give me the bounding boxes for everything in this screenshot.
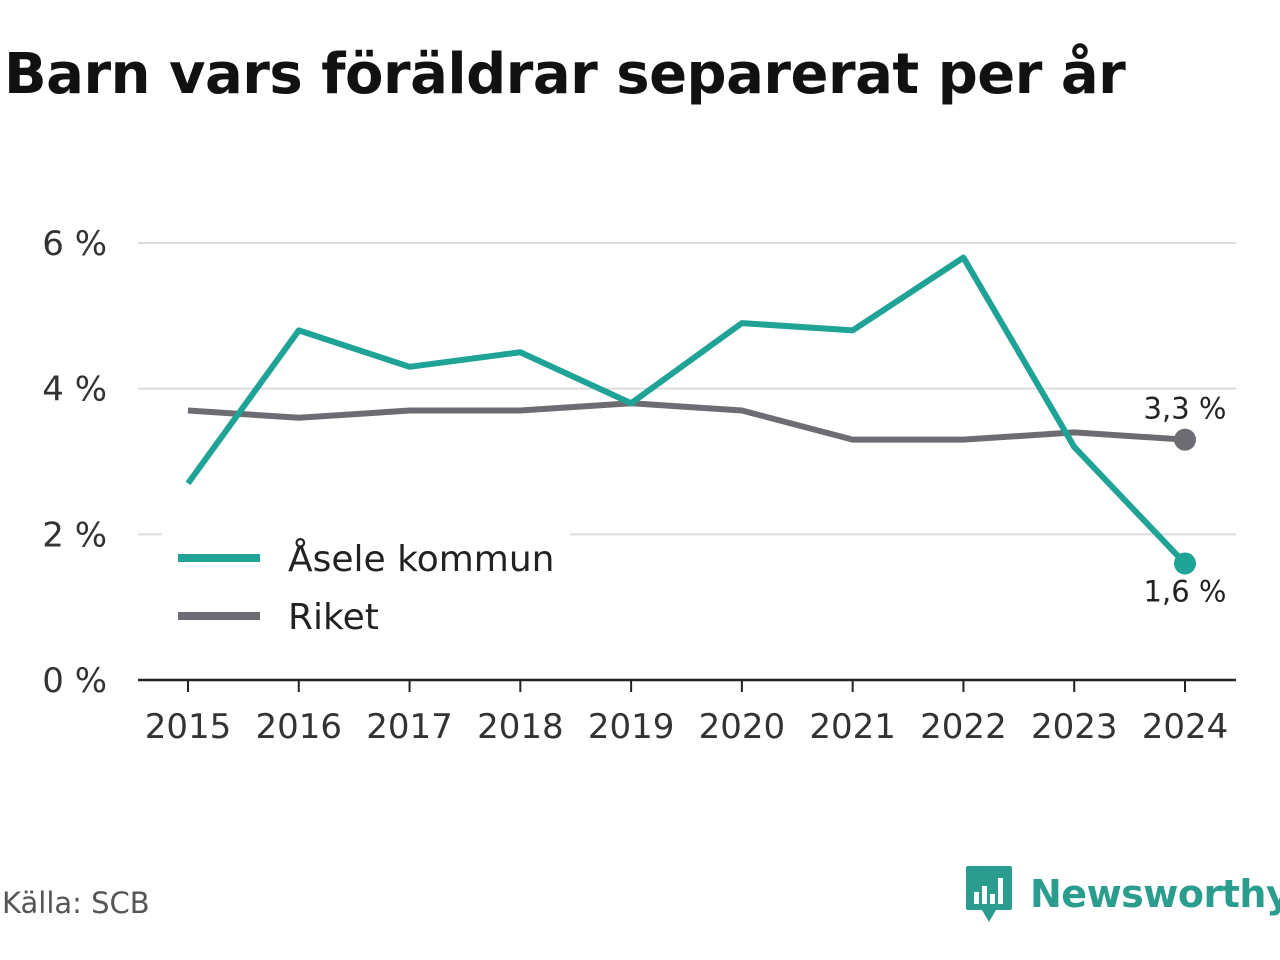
end-label-asele: 1,6 % (1144, 574, 1227, 608)
series-layer (185, 254, 1196, 575)
x-tick-label: 2015 (145, 707, 232, 747)
newsworthy-logo-icon (966, 866, 1012, 922)
series-end-marker (1174, 428, 1196, 451)
x-tick-label: 2020 (699, 707, 786, 747)
x-tick-label: 2018 (477, 707, 564, 747)
x-tick-label: 2022 (920, 707, 1007, 747)
x-tick-label: 2019 (588, 707, 675, 747)
grid-lines: 0 % 2 % 4 % 6 % (42, 224, 1236, 701)
x-tick-label: 2023 (1031, 707, 1118, 747)
series-end-marker (1174, 552, 1196, 575)
y-tick-label: 2 % (42, 515, 107, 555)
y-tick-label: 4 % (42, 370, 107, 410)
series-line-åsele-kommun (185, 254, 1188, 566)
x-tick-label: 2017 (366, 707, 453, 747)
x-tick-label: 2021 (809, 707, 896, 747)
x-axis: 2015 2016 2017 2018 2019 2020 2021 2022 2023 2024 (138, 678, 1236, 747)
legend-label: Åsele kommun (288, 537, 554, 580)
legend: Åsele kommun Riket (162, 530, 570, 646)
legend-label: Riket (288, 597, 379, 638)
x-tick-label: 2024 (1142, 707, 1229, 747)
y-tick-label: 6 % (42, 224, 107, 264)
series-line-riket (187, 400, 1186, 443)
end-labels: 3,3 % 1,6 % (1144, 392, 1227, 609)
source-note: Källa: SCB (2, 886, 150, 920)
brand-logo[interactable]: Newsworthy (964, 864, 1280, 924)
legend-background (162, 530, 570, 646)
x-tick-label: 2016 (256, 707, 343, 747)
end-label-riket: 3,3 % (1144, 392, 1227, 426)
chart-title: Barn vars föräldrar separerat per år (4, 42, 1126, 107)
brand-name: Newsworthy (1030, 872, 1280, 916)
y-tick-label: 0 % (42, 661, 107, 701)
